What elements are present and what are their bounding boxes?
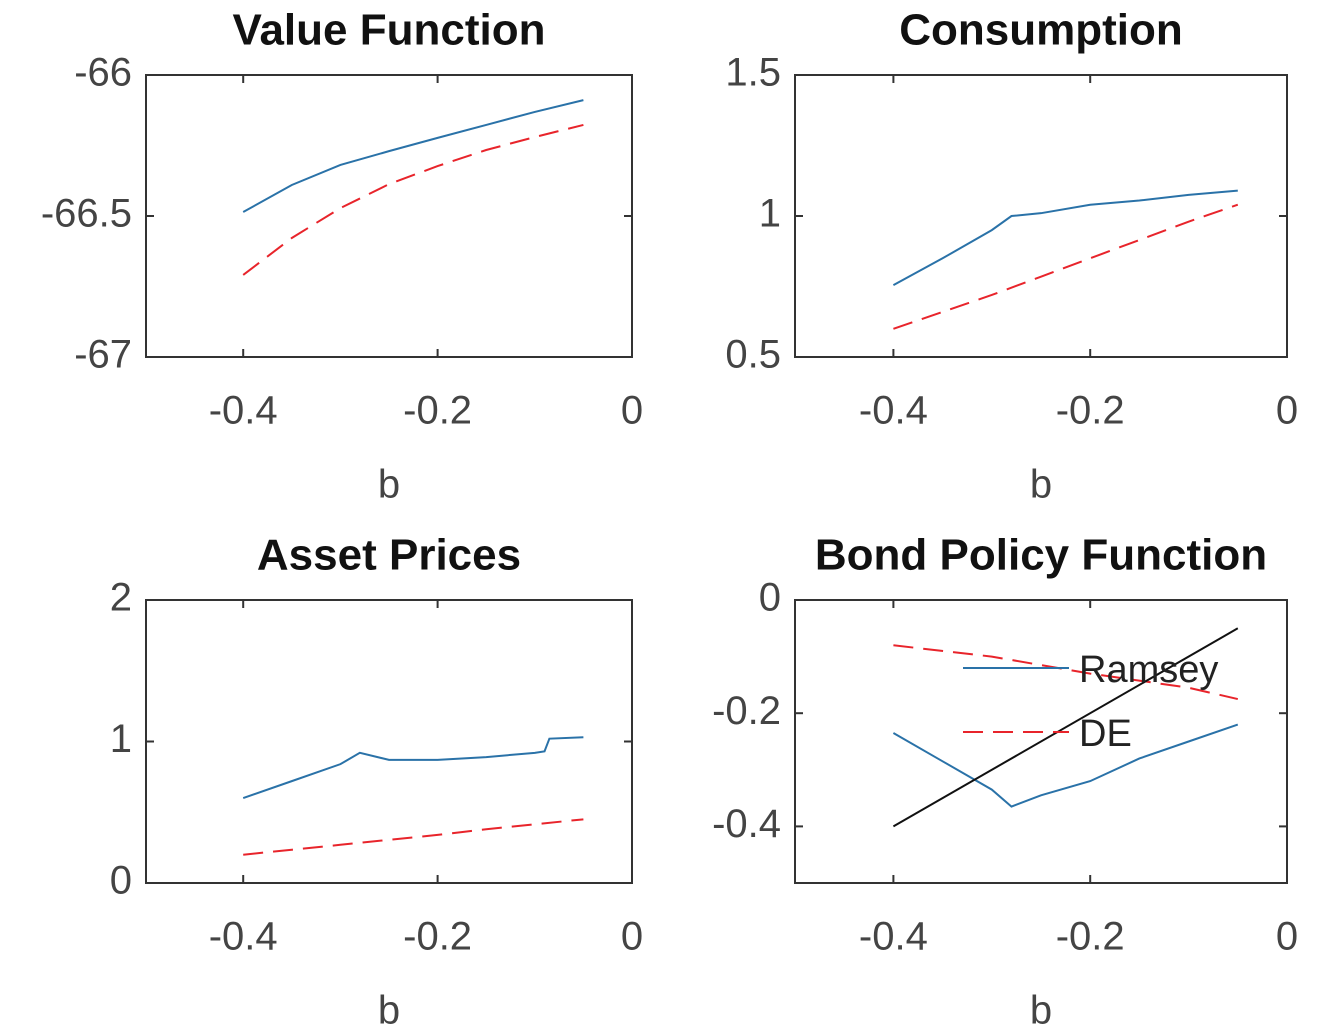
y-tick-label: 0.5 xyxy=(725,333,781,377)
x-tick-label: 0 xyxy=(1276,915,1298,959)
x-tick-label: -0.2 xyxy=(1056,915,1125,959)
data-line xyxy=(892,189,1238,286)
x-tick-label: 0 xyxy=(621,389,643,433)
y-tick-label: -0.4 xyxy=(712,802,781,846)
x-tick-label: -0.4 xyxy=(209,915,278,959)
data-line xyxy=(242,99,584,213)
axes-box xyxy=(145,74,633,358)
x-tick-label: -0.4 xyxy=(859,915,928,959)
x-tick-label: -0.2 xyxy=(403,915,472,959)
legend-label: Ramsey xyxy=(1079,649,1218,691)
legend-label: DE xyxy=(1079,713,1132,755)
x-tick-label: -0.4 xyxy=(209,389,278,433)
y-tick-label: 1 xyxy=(110,717,132,761)
data-line xyxy=(893,203,1239,330)
x-tick-label: -0.2 xyxy=(403,389,472,433)
data-line xyxy=(893,644,1239,701)
data-line xyxy=(242,736,584,800)
axes-box xyxy=(145,599,633,884)
axes-box xyxy=(794,74,1288,358)
x-axis-label: b xyxy=(378,463,400,507)
x-tick-label: -0.2 xyxy=(1056,389,1125,433)
y-tick-label: -66 xyxy=(74,51,132,95)
data-line xyxy=(892,627,1239,828)
y-tick-label: -0.2 xyxy=(712,689,781,733)
data-line xyxy=(242,123,584,276)
x-axis-label: b xyxy=(1030,989,1052,1033)
x-axis-label: b xyxy=(1030,463,1052,507)
x-tick-label: 0 xyxy=(1276,389,1298,433)
y-tick-label: 0 xyxy=(110,859,132,903)
x-tick-label: -0.4 xyxy=(859,389,928,433)
chart-title: Value Function xyxy=(233,6,546,55)
data-line xyxy=(892,723,1239,808)
chart-title: Bond Policy Function xyxy=(815,531,1267,580)
y-tick-label: 2 xyxy=(110,576,132,620)
y-tick-label: 1 xyxy=(759,192,781,236)
data-line xyxy=(243,818,584,856)
chart-title: Consumption xyxy=(899,6,1183,55)
x-axis-label: b xyxy=(378,989,400,1033)
y-tick-label: -67 xyxy=(74,333,132,377)
y-tick-label: 0 xyxy=(759,576,781,620)
y-tick-label: -66.5 xyxy=(41,192,132,236)
y-tick-label: 1.5 xyxy=(725,51,781,95)
x-tick-label: 0 xyxy=(621,915,643,959)
axes-box xyxy=(794,599,1288,884)
chart-title: Asset Prices xyxy=(257,531,521,580)
